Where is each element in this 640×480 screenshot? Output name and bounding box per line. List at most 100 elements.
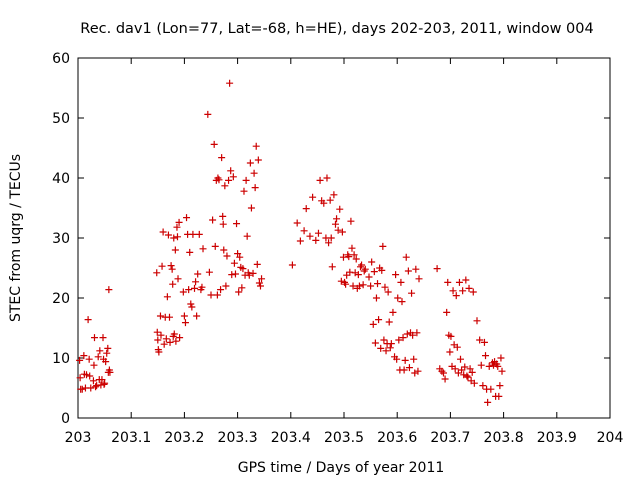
x-tick-label: 203 xyxy=(65,430,92,446)
data-point xyxy=(400,366,408,374)
data-point xyxy=(484,398,492,406)
data-point xyxy=(160,340,168,348)
data-point xyxy=(412,265,420,273)
data-point xyxy=(392,271,400,279)
data-point xyxy=(374,280,382,288)
data-point xyxy=(413,329,421,337)
data-point xyxy=(181,319,189,327)
data-point xyxy=(183,214,191,222)
data-point xyxy=(187,300,195,308)
data-point xyxy=(403,330,411,338)
data-point xyxy=(414,367,422,375)
data-point xyxy=(382,347,390,355)
x-tick-label: 203.1 xyxy=(111,430,151,446)
data-point xyxy=(247,204,255,212)
x-tick-label: 203.6 xyxy=(377,430,417,446)
y-tick-label: 20 xyxy=(52,291,70,307)
data-point xyxy=(358,261,366,269)
data-point xyxy=(243,232,251,240)
data-point xyxy=(386,344,394,352)
data-point xyxy=(252,142,260,150)
data-point xyxy=(464,373,472,381)
data-point xyxy=(462,276,470,284)
data-point xyxy=(230,259,238,267)
data-point xyxy=(234,250,242,258)
data-point xyxy=(473,317,481,325)
data-point xyxy=(92,383,100,391)
data-point xyxy=(306,232,314,240)
data-point xyxy=(348,244,356,252)
data-point xyxy=(410,355,418,363)
data-point xyxy=(377,344,385,352)
data-point xyxy=(76,356,84,364)
data-point xyxy=(104,344,112,352)
data-point xyxy=(87,384,95,392)
data-point xyxy=(468,368,476,376)
y-axis-label: STEC from uqrg / TECUs xyxy=(8,154,24,322)
data-point xyxy=(167,262,175,270)
x-tick-label: 204 xyxy=(597,430,624,446)
data-point xyxy=(402,253,410,261)
data-point xyxy=(198,283,206,291)
data-point xyxy=(444,278,452,286)
data-point xyxy=(439,369,447,377)
data-point xyxy=(408,289,416,297)
data-point xyxy=(384,288,392,296)
data-point xyxy=(85,355,93,363)
data-point xyxy=(99,334,107,342)
data-point xyxy=(455,278,463,286)
data-point xyxy=(489,361,497,369)
data-point xyxy=(498,367,506,375)
data-point xyxy=(179,288,187,296)
data-point xyxy=(293,219,301,227)
data-point xyxy=(233,220,241,228)
data-point xyxy=(155,348,163,356)
data-point xyxy=(219,220,227,228)
data-point xyxy=(405,364,413,372)
data-point xyxy=(189,230,197,238)
data-point xyxy=(83,371,91,379)
data-point xyxy=(205,268,213,276)
data-point xyxy=(153,328,161,336)
data-point xyxy=(256,282,264,290)
data-point xyxy=(90,334,98,342)
x-axis-label: GPS time / Days of year 2011 xyxy=(238,460,445,476)
data-point xyxy=(239,265,247,273)
data-point xyxy=(328,263,336,271)
data-point xyxy=(94,353,102,361)
data-point xyxy=(80,352,88,360)
data-point xyxy=(452,292,460,300)
data-point xyxy=(314,229,322,237)
data-point xyxy=(236,253,244,261)
data-point xyxy=(90,361,98,369)
data-point xyxy=(175,218,183,226)
data-point xyxy=(251,184,259,192)
data-point xyxy=(443,308,451,316)
data-point xyxy=(255,279,263,287)
data-point xyxy=(154,336,162,344)
data-point xyxy=(159,228,167,236)
data-point xyxy=(162,335,170,343)
data-point xyxy=(380,336,388,344)
data-point xyxy=(168,265,176,273)
data-point xyxy=(229,173,237,181)
data-point xyxy=(345,253,353,261)
data-point xyxy=(288,261,296,269)
data-point xyxy=(454,369,462,377)
data-point xyxy=(296,237,304,245)
data-point xyxy=(415,275,423,283)
y-tick-label: 60 xyxy=(52,51,70,67)
data-point xyxy=(370,268,378,276)
data-point xyxy=(352,255,360,263)
data-point xyxy=(369,320,377,328)
data-point xyxy=(96,347,104,355)
data-point xyxy=(249,269,257,277)
data-point xyxy=(466,365,474,373)
data-point xyxy=(173,233,181,241)
data-point xyxy=(101,379,109,387)
data-point xyxy=(457,355,465,363)
data-point xyxy=(238,284,246,292)
data-point xyxy=(220,246,228,254)
data-point xyxy=(479,382,487,390)
data-point xyxy=(465,284,473,292)
